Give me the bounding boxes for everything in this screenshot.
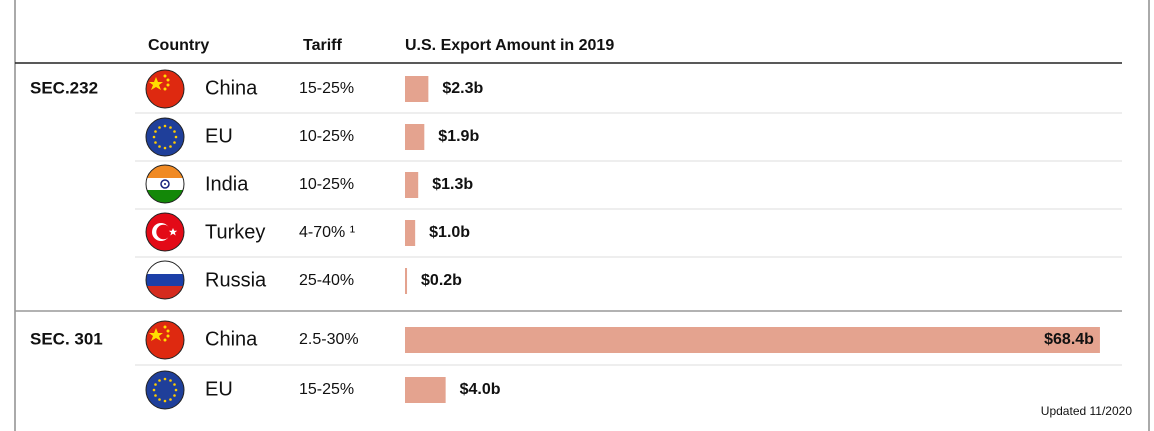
tariff: 15-25% (299, 381, 354, 398)
value-label: $0.2b (421, 272, 462, 289)
country: Russia (205, 269, 267, 291)
tariff: 2.5-30% (299, 331, 359, 348)
bar (405, 268, 408, 294)
value-label: $1.9b (438, 128, 479, 145)
tariff: 10-25% (299, 176, 354, 193)
value-label: $2.3b (442, 80, 483, 97)
value-label: $4.0b (460, 381, 501, 398)
header-country: Country (148, 37, 209, 54)
flag (145, 117, 185, 157)
footnote: Updated 11/2020 (1041, 404, 1133, 418)
tariff: 10-25% (299, 128, 354, 145)
flag (145, 164, 185, 204)
country: Turkey (205, 221, 265, 243)
tariff: 4-70% ¹ (299, 224, 355, 241)
tariff: 25-40% (299, 272, 354, 289)
country: China (205, 77, 258, 99)
value-label: $68.4b (1044, 331, 1094, 348)
header-export: U.S. Export Amount in 2019 (405, 37, 614, 54)
section-label: SEC. 301 (30, 329, 103, 348)
country: India (205, 173, 249, 195)
bar (405, 220, 416, 246)
flag (145, 370, 185, 410)
flag (145, 320, 185, 360)
bar (405, 172, 419, 198)
bar (405, 377, 446, 403)
country: EU (205, 378, 233, 400)
country: EU (205, 125, 233, 147)
country: China (205, 328, 258, 350)
flag (145, 69, 185, 109)
tariff: 15-25% (299, 80, 354, 97)
value-label: $1.0b (429, 224, 470, 241)
flag (145, 260, 185, 300)
flag (145, 212, 185, 252)
bar (405, 124, 425, 150)
section-label: SEC.232 (30, 78, 98, 97)
bar (405, 327, 1100, 353)
value-label: $1.3b (432, 176, 473, 193)
bar (405, 76, 429, 102)
header-tariff: Tariff (303, 37, 342, 54)
